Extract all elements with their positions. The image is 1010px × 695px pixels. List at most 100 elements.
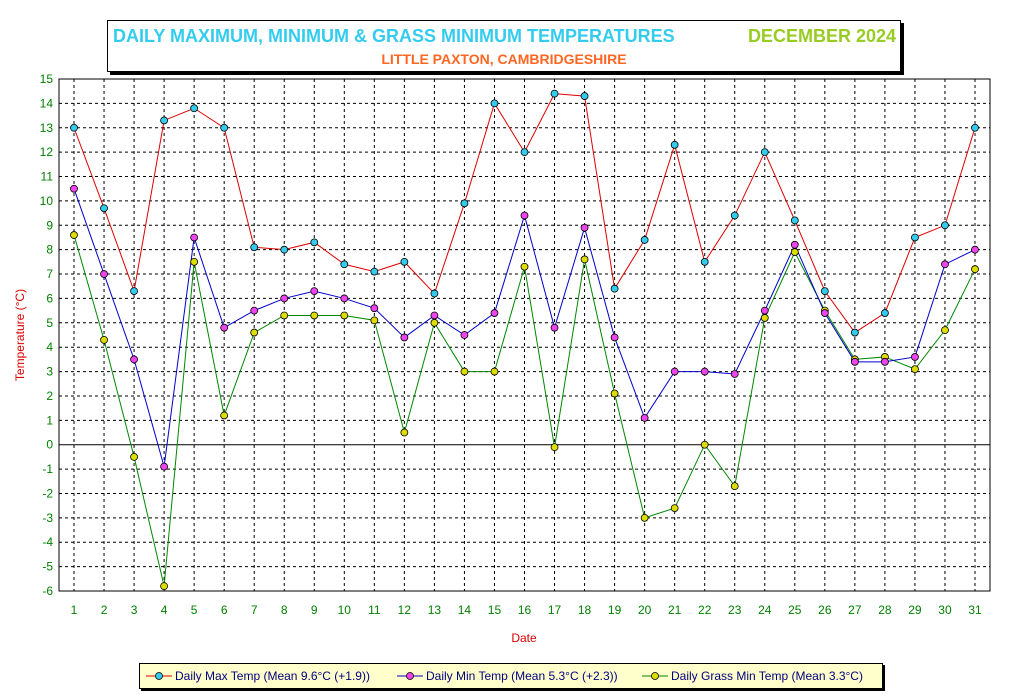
data-point-min [70, 184, 78, 193]
x-tick-label: 15 [488, 603, 502, 617]
x-tick-label: 16 [518, 603, 532, 617]
data-point-grass [670, 504, 679, 513]
y-tick-label: 2 [46, 389, 53, 403]
x-tick-label: 12 [398, 603, 412, 617]
data-point-max [250, 243, 259, 252]
data-point-min [700, 367, 709, 376]
data-point-grass [911, 365, 919, 374]
data-point-max [130, 287, 138, 296]
data-point-min [760, 306, 769, 315]
data-point-min [580, 223, 589, 232]
data-point-grass [250, 328, 259, 337]
data-point-max [370, 267, 379, 276]
x-tick-label: 18 [578, 603, 592, 617]
data-point-grass [100, 335, 108, 344]
x-tick-label: 10 [338, 603, 352, 617]
data-point-grass [340, 311, 349, 320]
legend-max-label: Daily Max Temp (Mean 9.6°C (+1.9)) [175, 669, 370, 683]
data-point-grass [760, 314, 769, 322]
y-tick-label: 3 [46, 365, 53, 379]
data-point-min [730, 370, 739, 378]
data-point-grass [790, 248, 799, 257]
data-point-max [850, 328, 859, 337]
x-tick-label: 26 [818, 603, 832, 617]
data-point-max [580, 92, 589, 100]
data-point-max [340, 260, 349, 269]
data-point-grass [550, 443, 559, 452]
data-point-min [610, 333, 619, 342]
data-point-grass [700, 440, 709, 449]
data-point-min [220, 323, 229, 332]
data-point-max [460, 199, 469, 208]
data-point-grass [370, 316, 379, 325]
data-point-max [190, 104, 199, 113]
y-tick-label: 15 [40, 72, 54, 86]
data-point-min [250, 306, 259, 315]
data-point-min [881, 357, 889, 366]
data-point-max [670, 140, 679, 149]
y-tick-label: 11 [41, 170, 54, 184]
data-point-grass [280, 311, 289, 320]
data-point-min [490, 309, 499, 317]
data-point-max [280, 245, 289, 254]
chart-period: DECEMBER 2024 [747, 26, 896, 46]
data-point-max [400, 257, 409, 266]
data-point-grass [520, 262, 529, 271]
x-tick-label: 7 [251, 603, 258, 617]
data-point-min [971, 245, 979, 254]
x-tick-label: 1 [71, 603, 78, 617]
x-tick-label: 30 [938, 603, 952, 617]
data-point-max [310, 238, 319, 247]
data-point-grass [490, 367, 499, 376]
data-point-min [430, 311, 439, 320]
legend-min-swatch-icon [397, 672, 423, 680]
x-tick-label: 14 [458, 603, 472, 617]
y-tick-label: 5 [46, 316, 53, 330]
x-tick-label: 27 [848, 603, 862, 617]
x-tick-label: 20 [638, 603, 652, 617]
data-point-max [550, 89, 559, 98]
legend: Daily Max Temp (Mean 9.6°C (+1.9)) Daily… [139, 663, 883, 689]
x-tick-label: 8 [281, 603, 288, 617]
y-tick-label: 9 [46, 218, 53, 232]
legend-grass-label: Daily Grass Min Temp (Mean 3.3°C) [671, 669, 863, 683]
data-point-min [190, 233, 199, 242]
data-point-grass [460, 367, 469, 376]
data-point-min [340, 294, 349, 303]
data-point-min [310, 287, 319, 296]
data-point-max [70, 123, 78, 132]
y-tick-label: -6 [42, 584, 53, 598]
data-point-max [640, 236, 649, 244]
data-point-min [820, 309, 829, 317]
data-point-min [400, 333, 409, 342]
data-point-min [941, 260, 949, 269]
x-tick-label: 13 [428, 603, 442, 617]
data-point-min [670, 367, 679, 376]
data-point-max [941, 221, 949, 230]
data-point-max [430, 289, 439, 298]
legend-item-min: Daily Min Temp (Mean 5.3°C (+2.3)) [397, 669, 618, 683]
data-point-grass [190, 257, 199, 266]
data-point-min [100, 270, 108, 278]
y-tick-label: 10 [40, 194, 54, 208]
x-tick-label: 6 [221, 603, 228, 617]
y-tick-label: 0 [46, 438, 53, 452]
y-tick-label: -1 [42, 462, 53, 476]
x-tick-label: 25 [788, 603, 802, 617]
data-point-min [550, 323, 559, 332]
y-tick-label: 1 [46, 413, 53, 427]
data-point-grass [70, 231, 78, 239]
y-tick-label: -2 [42, 486, 53, 500]
y-axis-label: Temperature (°C) [13, 289, 27, 381]
x-tick-label: 4 [161, 603, 168, 617]
data-point-max [160, 116, 169, 125]
data-point-grass [220, 411, 229, 420]
x-tick-label: 9 [311, 603, 318, 617]
y-tick-label: -3 [42, 511, 53, 525]
data-point-grass [430, 318, 439, 327]
data-point-grass [400, 428, 409, 437]
data-point-max [100, 204, 108, 213]
x-tick-label: 29 [908, 603, 922, 617]
